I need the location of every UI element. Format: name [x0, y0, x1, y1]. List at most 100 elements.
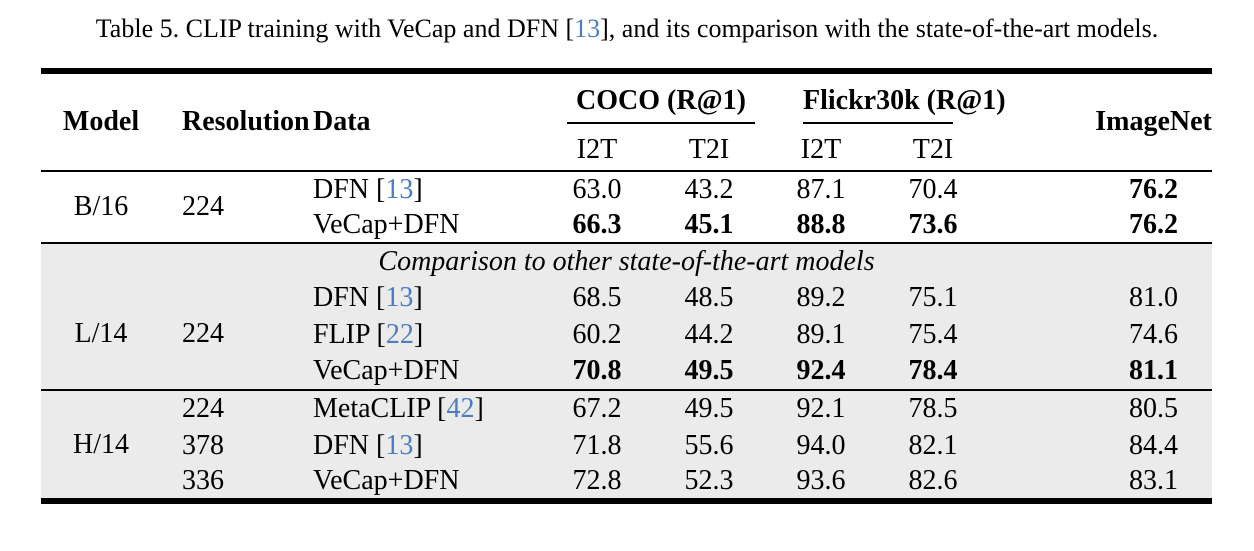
- table-row: 336 VeCap+DFN 72.8 52.3 93.6 82.6 83.1: [41, 464, 1213, 501]
- coco-group-label: COCO (R@1): [567, 86, 756, 124]
- resolution-cell: 224: [161, 390, 301, 427]
- table-row: L/14 224 DFN [13] 68.5 48.5 89.2 75.1 81…: [41, 279, 1213, 391]
- table-row: H/14 224 MetaCLIP [42] 67.2 49.5 92.1 78…: [41, 390, 1213, 501]
- spacer-cell: [989, 427, 1096, 464]
- resolution-cell: 224: [161, 279, 301, 391]
- data-cell: DFN [13]: [301, 171, 541, 207]
- header-row-subcolumns: I2T T2I I2T T2I: [41, 129, 1212, 172]
- coco-t2i-value: 43.2: [684, 173, 734, 205]
- spacer-cell: [989, 171, 1095, 207]
- coco-i2t-value: 60.2: [541, 316, 653, 353]
- coco-t2i-value: 49.5: [653, 353, 766, 391]
- imagenet-value: 81.1: [1095, 353, 1213, 391]
- flickr-i2t-value: 92.1: [765, 390, 878, 427]
- model-cell: H/14: [41, 390, 161, 501]
- coco-i2t-value: 71.8: [541, 427, 653, 464]
- table-row: VeCap+DFN 66.3 45.1 88.8 73.6 76.2: [41, 207, 1213, 244]
- subheader-flickr-t2i: T2I: [877, 129, 990, 172]
- coco-i2t-value: 72.8: [541, 464, 653, 501]
- spacer-cell: [989, 207, 1096, 244]
- citation-link[interactable]: 42: [446, 393, 475, 424]
- caption-text-suffix: ], and its comparison with the state-of-…: [600, 14, 1159, 43]
- citation-link[interactable]: 13: [385, 281, 414, 313]
- data-cell: DFN [13]: [301, 427, 541, 464]
- flickr-i2t-value: 93.6: [765, 464, 878, 501]
- model-cell: B/16: [41, 171, 161, 244]
- resolution-cell: 336: [161, 464, 301, 501]
- header-row-groups: Model Resolution Data COCO (R@1) Flickr3…: [41, 71, 1213, 172]
- citation-link[interactable]: 22: [385, 318, 414, 350]
- coco-t2i-value: 48.5: [653, 279, 766, 316]
- resolution-cell: 378: [161, 427, 301, 464]
- imagenet-value: 81.0: [1095, 279, 1213, 316]
- table-row: VeCap+DFN 70.8 49.5 92.4 78.4 81.1: [41, 353, 1213, 391]
- flickr-i2t-value: 89.1: [765, 316, 878, 353]
- column-header-resolution: Resolution: [161, 71, 310, 172]
- data-label: MetaCLIP [: [313, 393, 447, 424]
- subheader-coco-t2i: T2I: [653, 129, 766, 172]
- column-header-imagenet: ImageNet: [1095, 71, 1213, 172]
- column-group-coco: COCO (R@1): [541, 71, 765, 129]
- coco-t2i-value: 55.6: [653, 427, 766, 464]
- column-header-model: Model: [41, 71, 161, 172]
- results-table: Model Resolution Data COCO (R@1) Flickr3…: [41, 68, 1213, 504]
- data-label-suffix: ]: [413, 173, 423, 205]
- data-label: DFN [: [313, 173, 386, 205]
- imagenet-value: 76.2: [1129, 173, 1179, 205]
- data-label: VeCap+DFN: [313, 465, 460, 496]
- flickr-i2t-value: 88.8: [765, 207, 878, 244]
- data-cell: VeCap+DFN: [301, 464, 541, 501]
- data-label-suffix: ]: [413, 281, 423, 313]
- data-label: VeCap+DFN: [313, 208, 460, 240]
- flickr-t2i-value: 70.4: [908, 173, 958, 205]
- resolution-cell: 224: [161, 171, 301, 244]
- flickr-t2i-value: 75.4: [877, 316, 990, 353]
- imagenet-value: 74.6: [1095, 316, 1213, 353]
- coco-t2i-value: 44.2: [653, 316, 766, 353]
- data-cell: DFN [13]: [301, 279, 541, 316]
- spacer-cell: [989, 390, 1096, 427]
- model-cell: L/14: [41, 279, 161, 391]
- data-label: FLIP [: [313, 318, 386, 350]
- flickr-t2i-value: 75.1: [877, 279, 990, 316]
- citation-link[interactable]: 13: [574, 14, 601, 43]
- coco-i2t-value: 67.2: [541, 390, 653, 427]
- flickr-t2i-value: 78.5: [877, 390, 990, 427]
- column-group-flickr30k: Flickr30k (R@1): [765, 71, 1006, 129]
- coco-t2i-value: 52.3: [653, 464, 766, 501]
- coco-i2t-value: 68.5: [541, 279, 653, 316]
- section-divider-label: Comparison to other state-of-the-art mod…: [41, 243, 1213, 279]
- table-row: 378 DFN [13] 71.8 55.6 94.0 82.1 84.4: [41, 427, 1213, 464]
- data-label: VeCap+DFN: [313, 355, 460, 386]
- spacer-cell: [989, 316, 1096, 353]
- data-cell: FLIP [22]: [301, 316, 541, 353]
- imagenet-value: 83.1: [1095, 464, 1213, 501]
- subheader-flickr-i2t: I2T: [765, 129, 878, 172]
- flickr-t2i-value: 78.4: [877, 353, 990, 391]
- flickr-t2i-value: 73.6: [877, 207, 990, 244]
- data-cell: VeCap+DFN: [301, 207, 541, 244]
- data-cell: VeCap+DFN: [301, 353, 541, 391]
- coco-i2t-value: 63.0: [572, 173, 622, 205]
- data-label-suffix: ]: [413, 429, 423, 461]
- citation-link[interactable]: 13: [385, 429, 414, 461]
- flickr30k-group-label: Flickr30k (R@1): [803, 86, 1006, 124]
- imagenet-value: 84.4: [1095, 427, 1213, 464]
- citation-link[interactable]: 13: [385, 173, 414, 205]
- flickr-t2i-value: 82.6: [877, 464, 990, 501]
- coco-i2t-value: 70.8: [541, 353, 653, 391]
- data-label-suffix: ]: [474, 393, 484, 424]
- imagenet-value: 80.5: [1095, 390, 1213, 427]
- spacer-cell: [989, 71, 1096, 172]
- data-label: DFN [: [313, 429, 386, 461]
- spacer-cell: [989, 353, 1096, 391]
- table-row: B/16 224 DFN [13] 63.0 43.2 87.1 70.4 76…: [41, 171, 1212, 244]
- data-label: DFN [: [313, 281, 386, 313]
- flickr-t2i-value: 82.1: [877, 427, 990, 464]
- subheader-coco-i2t: I2T: [541, 129, 653, 172]
- section-divider-row: Comparison to other state-of-the-art mod…: [41, 243, 1213, 279]
- flickr-i2t-value: 94.0: [765, 427, 878, 464]
- flickr-i2t-value: 87.1: [796, 173, 846, 205]
- imagenet-value: 76.2: [1095, 207, 1213, 244]
- caption-text-prefix: Table 5. CLIP training with VeCap and DF…: [95, 14, 575, 43]
